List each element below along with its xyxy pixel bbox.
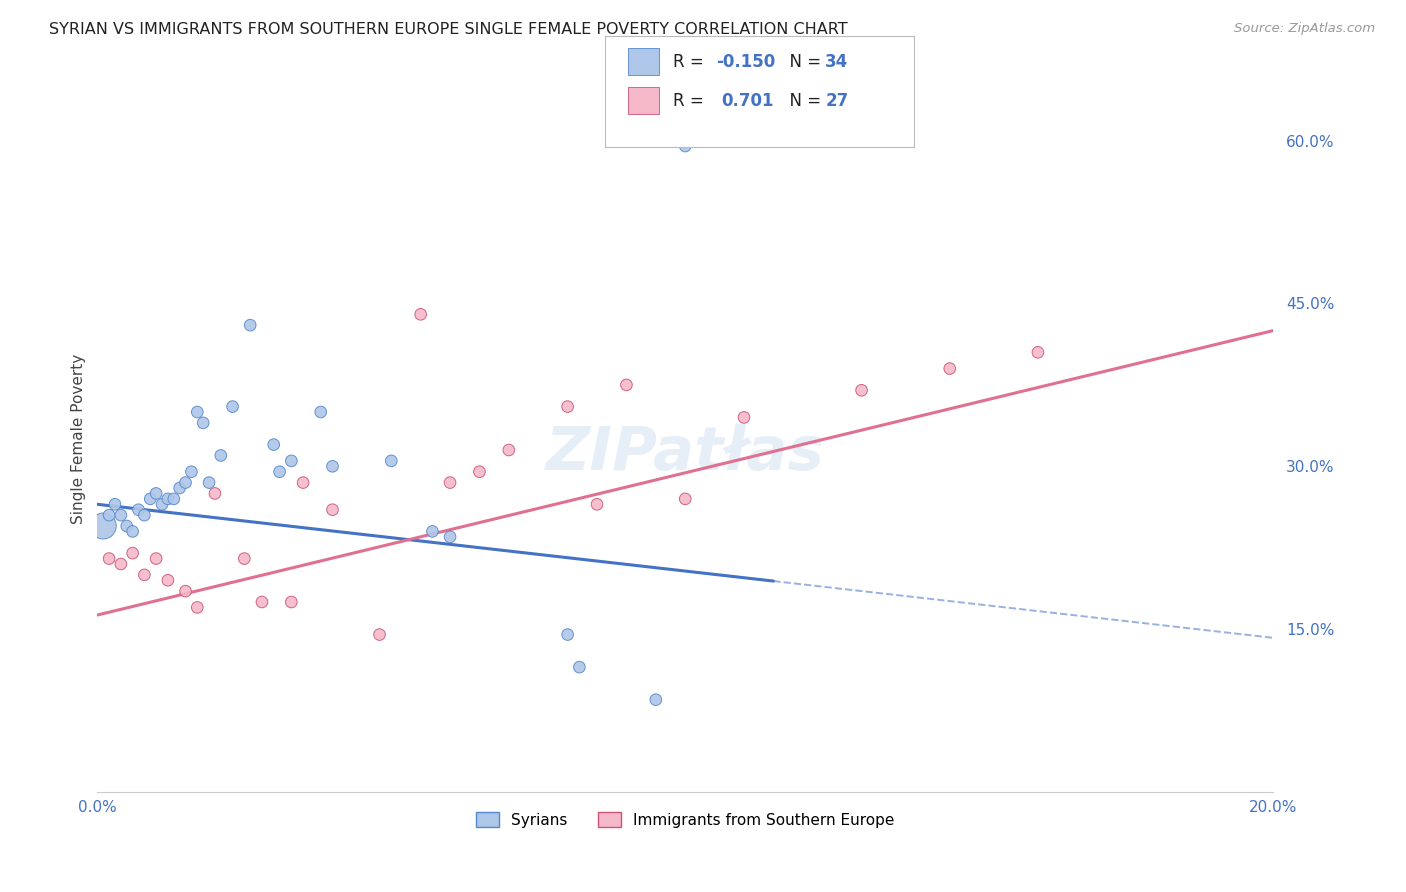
- Point: [134, 567, 156, 582]
- Point: [209, 449, 232, 463]
- Point: [233, 551, 256, 566]
- Point: [321, 459, 343, 474]
- Text: N =: N =: [779, 92, 827, 110]
- Point: [121, 546, 143, 560]
- Point: [145, 486, 167, 500]
- Point: [263, 437, 285, 451]
- Point: [938, 361, 960, 376]
- Point: [180, 465, 202, 479]
- Point: [104, 497, 127, 511]
- Point: [110, 508, 132, 523]
- Point: [198, 475, 221, 490]
- Point: [174, 584, 197, 599]
- Point: [269, 465, 291, 479]
- Point: [368, 627, 391, 641]
- Point: [292, 475, 315, 490]
- Point: [98, 508, 121, 523]
- Point: [139, 491, 162, 506]
- Text: R =: R =: [673, 53, 710, 70]
- Text: ZIPatłas: ZIPatłas: [546, 424, 825, 483]
- Point: [221, 400, 243, 414]
- Point: [280, 454, 302, 468]
- Point: [134, 508, 156, 523]
- Text: -0.150: -0.150: [716, 53, 775, 70]
- Point: [309, 405, 332, 419]
- Point: [409, 307, 432, 321]
- Text: 34: 34: [825, 53, 849, 70]
- Point: [121, 524, 143, 539]
- Point: [128, 502, 150, 516]
- Point: [163, 491, 186, 506]
- Point: [586, 497, 609, 511]
- Point: [91, 519, 114, 533]
- Point: [439, 475, 461, 490]
- Point: [145, 551, 167, 566]
- Text: 27: 27: [825, 92, 849, 110]
- Point: [439, 530, 461, 544]
- Point: [422, 524, 444, 539]
- Point: [250, 595, 273, 609]
- Point: [380, 454, 402, 468]
- Point: [557, 627, 579, 641]
- Point: [616, 377, 638, 392]
- Point: [568, 660, 591, 674]
- Point: [644, 692, 666, 706]
- Point: [169, 481, 191, 495]
- Point: [468, 465, 491, 479]
- Text: SYRIAN VS IMMIGRANTS FROM SOUTHERN EUROPE SINGLE FEMALE POVERTY CORRELATION CHAR: SYRIAN VS IMMIGRANTS FROM SOUTHERN EUROP…: [49, 22, 848, 37]
- Point: [321, 502, 343, 516]
- Text: 0.701: 0.701: [721, 92, 773, 110]
- Y-axis label: Single Female Poverty: Single Female Poverty: [72, 354, 86, 524]
- Point: [239, 318, 262, 333]
- Point: [110, 557, 132, 571]
- Legend: Syrians, Immigrants from Southern Europe: Syrians, Immigrants from Southern Europe: [470, 805, 901, 834]
- Point: [98, 551, 121, 566]
- Point: [150, 497, 173, 511]
- Point: [673, 139, 696, 153]
- Point: [851, 384, 873, 398]
- Point: [156, 491, 179, 506]
- Point: [557, 400, 579, 414]
- Point: [1026, 345, 1049, 359]
- Point: [733, 410, 755, 425]
- Point: [115, 519, 138, 533]
- Point: [673, 491, 696, 506]
- Text: R =: R =: [673, 92, 714, 110]
- Point: [498, 443, 520, 458]
- Point: [174, 475, 197, 490]
- Text: Source: ZipAtlas.com: Source: ZipAtlas.com: [1234, 22, 1375, 36]
- Point: [156, 574, 179, 588]
- Point: [186, 405, 208, 419]
- Point: [191, 416, 214, 430]
- Point: [186, 600, 208, 615]
- Text: N =: N =: [779, 53, 827, 70]
- Point: [280, 595, 302, 609]
- Point: [204, 486, 226, 500]
